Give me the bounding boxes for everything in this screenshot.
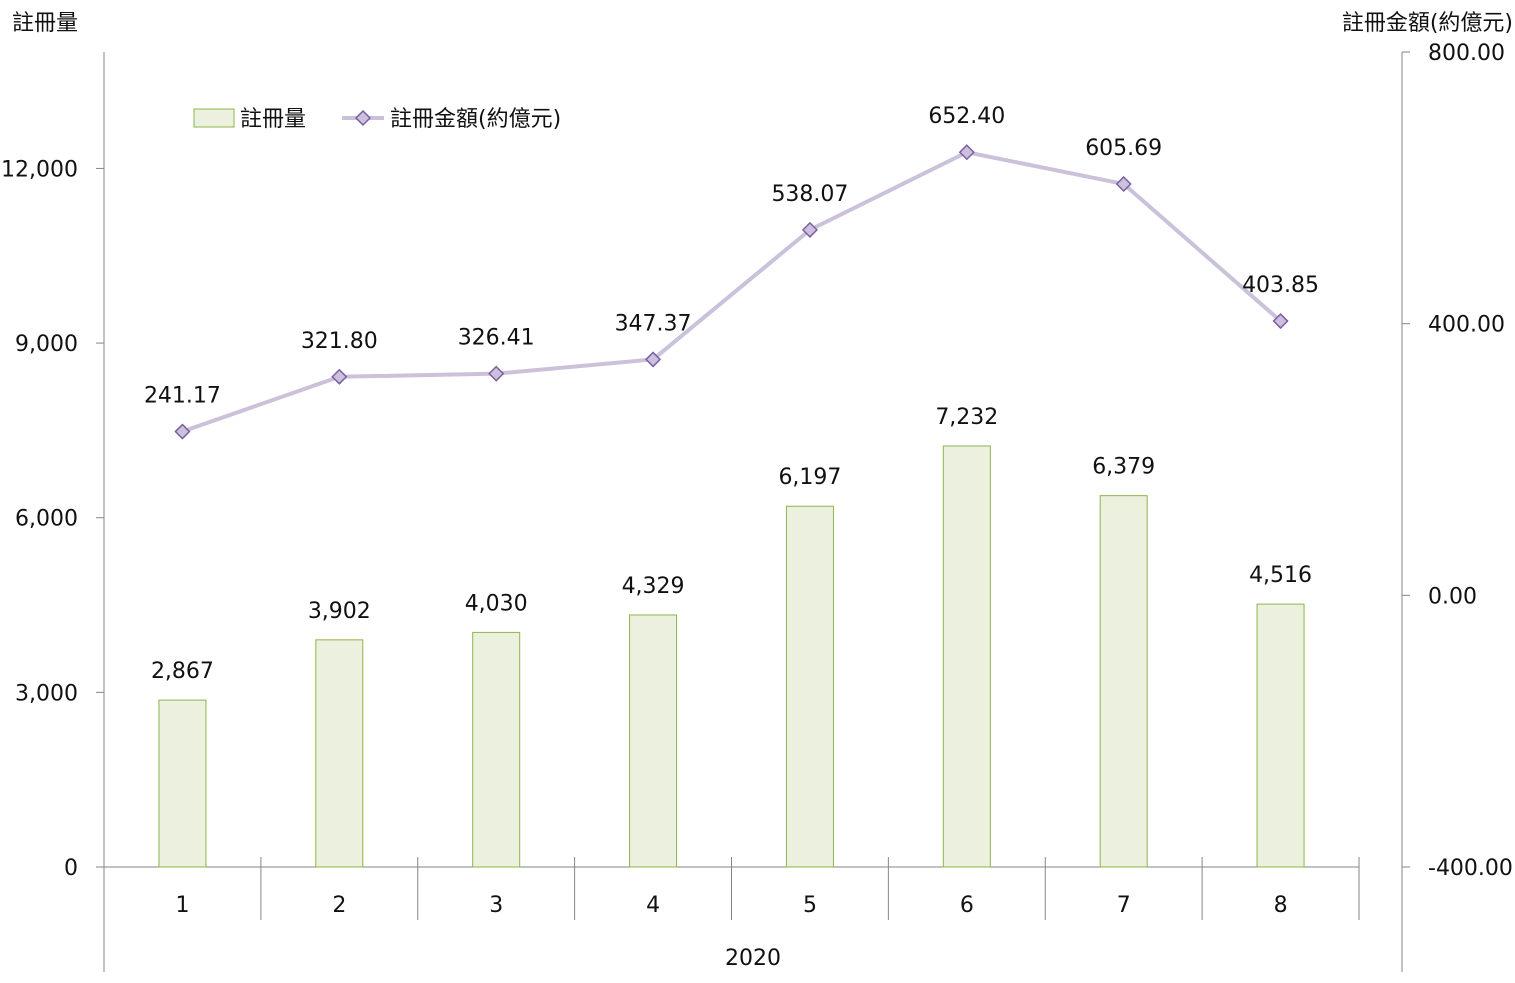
category-label: 3 (489, 893, 503, 918)
bar-data-label: 4,329 (622, 574, 685, 599)
axes (103, 52, 1403, 972)
legend-bar-swatch (193, 108, 235, 128)
line-marker (645, 351, 662, 368)
line-data-label: 652.40 (928, 104, 1005, 129)
bar (942, 445, 991, 868)
line-data-label: 538.07 (771, 182, 848, 207)
line-marker (801, 221, 818, 238)
bar-series: 2,867 3,902 4,030 4,329 6,197 7,232 6,379 4,516 (151, 405, 1312, 868)
right-tick-label: 0.00 (1428, 584, 1477, 609)
line-marker (958, 144, 975, 161)
line-data-label: 321.80 (301, 329, 378, 354)
bar (1099, 495, 1148, 868)
category-label: 6 (960, 893, 974, 918)
bar (158, 699, 207, 868)
right-axis-title: 註冊金額(約億元) (1342, 11, 1513, 36)
left-axis-title: 註冊量 (12, 11, 78, 36)
legend-line-label: 註冊金額(約億元) (390, 107, 561, 132)
category-label: 2 (332, 893, 346, 918)
right-tick-label: 400.00 (1428, 313, 1505, 338)
left-tick-label: 12,000 (1, 157, 78, 182)
line-series: 241.17 321.80 326.41 347.37 538.07 652.40 605.… (144, 104, 1319, 440)
left-tick-label: 0 (64, 856, 78, 881)
line-data-label: 403.85 (1242, 273, 1319, 298)
right-tick-label: 800.00 (1428, 41, 1505, 66)
line-data-label: 241.17 (144, 384, 221, 409)
line-marker (488, 365, 505, 382)
right-tick-label: -400.00 (1428, 856, 1513, 881)
line-marker (331, 368, 348, 385)
category-label: 1 (175, 893, 189, 918)
category-label: 5 (803, 893, 817, 918)
bar-data-label: 6,197 (778, 465, 841, 490)
left-tick-label: 9,000 (15, 332, 78, 357)
legend: 註冊量 註冊金額(約億元) (193, 107, 561, 132)
category-group-label: 2020 (725, 946, 781, 971)
bar (1256, 603, 1305, 868)
bar (785, 505, 834, 868)
bar-data-label: 7,232 (935, 405, 998, 430)
legend-bar-label: 註冊量 (240, 107, 306, 132)
left-tick-label: 3,000 (15, 681, 78, 706)
legend-diamond-marker (354, 109, 372, 127)
category-label: 7 (1117, 893, 1131, 918)
left-axis-ticks: 0 3,000 6,000 9,000 12,000 (1, 157, 104, 881)
bar (315, 639, 364, 868)
left-tick-label: 6,000 (15, 507, 78, 532)
bar-data-label: 3,902 (308, 599, 371, 624)
bar (629, 614, 678, 868)
line-data-label: 326.41 (458, 326, 535, 351)
bar-data-label: 4,030 (465, 591, 528, 616)
line-data-label: 605.69 (1085, 136, 1162, 161)
line-marker (1272, 312, 1289, 330)
bar-data-label: 2,867 (151, 659, 214, 684)
category-ticks: 1 2 3 4 5 6 7 8 (175, 857, 1360, 920)
category-label: 8 (1274, 893, 1288, 918)
bar (472, 631, 521, 868)
line-data-label: 347.37 (615, 311, 692, 336)
right-axis-ticks: -400.00 0.00 400.00 800.00 (1402, 41, 1513, 881)
line-path (181, 150, 1282, 434)
bar-data-label: 4,516 (1249, 563, 1312, 588)
line-marker (174, 423, 191, 440)
bar-data-label: 6,379 (1092, 455, 1155, 480)
line-marker (1115, 175, 1132, 193)
category-label: 4 (646, 893, 660, 918)
